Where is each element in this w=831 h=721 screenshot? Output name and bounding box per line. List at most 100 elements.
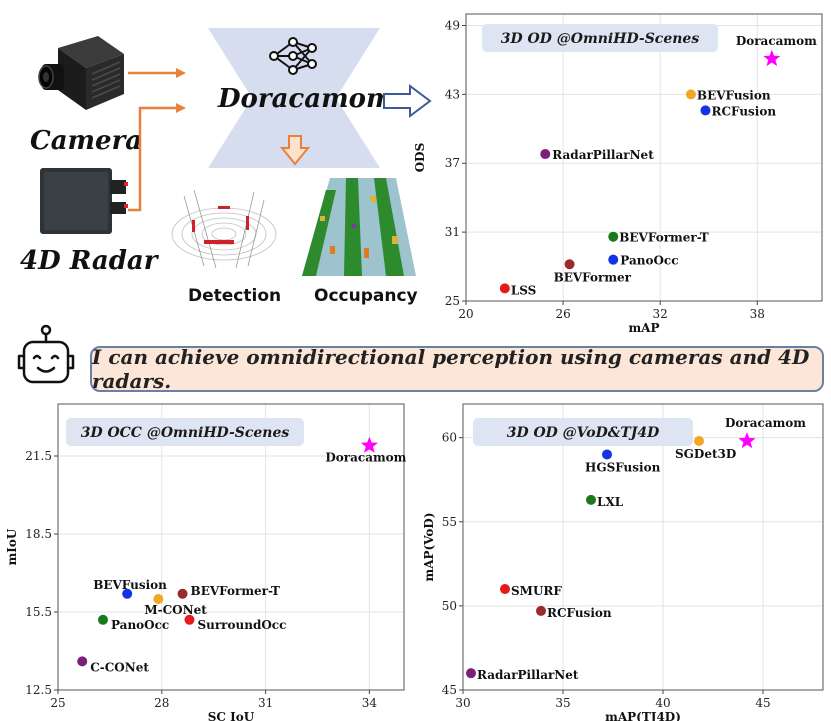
x-tick-label: 25: [50, 696, 65, 710]
point-label-panoocc: PanoOcc: [620, 254, 678, 268]
point-doracamom: [763, 49, 781, 67]
y-tick-label: 31: [445, 225, 460, 239]
point-label-radarpillarnet: RadarPillarNet: [477, 668, 579, 682]
plot-area: [57, 403, 405, 691]
point-panoocc: [608, 254, 619, 265]
point-label-hgsfusion: HGSFusion: [585, 460, 661, 474]
chart-title: 3D OCC @OmniHD-Scenes: [81, 425, 290, 441]
y-axis-label: ODS: [413, 143, 427, 173]
detection-label: Detection: [188, 286, 282, 306]
point-lss: [499, 283, 510, 294]
point-label-smurf: SMURF: [511, 584, 562, 598]
x-axis-label: mAP: [628, 321, 659, 335]
y-axis-label: mIoU: [5, 528, 19, 565]
y-tick-label: 45: [442, 683, 457, 697]
occupancy-label: Occupancy: [314, 286, 418, 306]
point-sgdet3d: [694, 436, 704, 447]
y-tick-label: 25: [445, 294, 460, 308]
point-label-bevformer-t: BEVFormer-T: [619, 231, 708, 245]
x-tick-label: 26: [555, 307, 570, 321]
point-panoocc: [97, 614, 108, 625]
x-tick-label: 32: [653, 307, 668, 321]
plot-area: [462, 403, 824, 691]
chart-title-box: [482, 24, 718, 52]
chart-title-box: [473, 418, 693, 446]
point-c-conet: [77, 656, 88, 667]
x-tick-label: 40: [655, 696, 670, 710]
x-tick-label: 35: [555, 696, 570, 710]
point-label-surroundocc: SurroundOcc: [197, 618, 286, 632]
chart-title: 3D OD @VoD&TJ4D: [507, 425, 660, 441]
y-tick-label: 15.5: [25, 605, 52, 619]
robot-icon: [17, 324, 75, 384]
point-label-bevformer: BEVFormer: [554, 270, 632, 284]
chart-od-vod-tj4d: 30 35 40 45 45 50 55 60 mAP(TJ4D) mAP(VoD) 3D OD @…: [422, 403, 824, 721]
point-doracamom: [738, 432, 756, 449]
x-axis-label: SC IoU: [208, 710, 255, 721]
point-label-doracamom: Doracamom: [736, 34, 817, 48]
point-label-sgdet3d: SGDet3D: [675, 447, 736, 461]
point-label-doracamom: Doracamom: [325, 451, 406, 465]
y-tick-label: 12.5: [25, 683, 52, 697]
point-label-doracamom: Doracamom: [725, 416, 806, 430]
point-bevformer-t: [608, 231, 619, 242]
occupancy-visual: [300, 176, 416, 276]
y-tick-label: 49: [445, 18, 460, 32]
chart-od-omnihd: 20 26 32 38 25 31 37 43 49 mAP ODS 3D OD @OmniHD-Sc…: [413, 13, 823, 335]
y-tick-label: 60: [442, 431, 457, 445]
x-tick-label: 30: [455, 696, 470, 710]
y-tick-label: 43: [445, 87, 460, 101]
radar-label: 4D Radar: [20, 246, 158, 276]
model-block: [208, 28, 380, 168]
x-axis-label: mAP(TJ4D): [605, 710, 681, 721]
camera-icon: [38, 36, 124, 110]
y-tick-label: 55: [442, 515, 457, 529]
x-tick-label: 45: [755, 696, 770, 710]
output-arrow-right: [383, 84, 432, 118]
input-arrows: [128, 68, 186, 212]
y-axis-label: mAP(VoD): [422, 512, 436, 581]
point-label-panoocc: PanoOcc: [111, 618, 169, 632]
camera-label: Camera: [30, 126, 143, 156]
point-radarpillarnet: [540, 149, 551, 160]
point-hgsfusion: [602, 449, 612, 460]
point-label-bevfusion: BEVFusion: [93, 578, 167, 592]
plot-border: [465, 13, 823, 302]
point-label-rcfusion: RCFusion: [711, 104, 776, 118]
plot-border: [462, 403, 824, 691]
x-tick-label: 31: [258, 696, 273, 710]
output-arrow-down: [280, 135, 310, 166]
y-tick-label: 21.5: [25, 449, 52, 463]
perception-banner: I can achieve omnidirectional perception…: [90, 345, 824, 393]
point-radarpillarnet: [466, 668, 476, 679]
point-rcfusion: [536, 605, 546, 616]
y-tick-label: 18.5: [25, 527, 52, 541]
y-tick-label: 50: [442, 599, 457, 613]
point-doracamom: [360, 436, 378, 453]
point-label-lxl: LXL: [597, 495, 624, 509]
point-label-radarpillarnet: RadarPillarNet: [552, 148, 654, 162]
x-tick-label: 28: [154, 696, 169, 710]
point-bevfusion: [122, 588, 133, 599]
point-lxl: [586, 494, 596, 505]
point-smurf: [500, 584, 510, 595]
chart-title: 3D OD @OmniHD-Scenes: [501, 31, 700, 47]
point-label-m-conet: M-CONet: [144, 603, 207, 617]
point-m-conet: [153, 594, 164, 604]
point-label-bevformer-t: BEVFormer-T: [191, 584, 280, 598]
point-surroundocc: [184, 614, 195, 625]
point-bevformer: [564, 259, 575, 270]
x-tick-label: 20: [458, 307, 473, 321]
point-rcfusion: [700, 105, 711, 116]
plot-border: [57, 403, 405, 691]
chart-title-box: [66, 418, 304, 446]
y-tick-label: 37: [445, 156, 460, 170]
x-tick-label: 34: [362, 696, 378, 710]
chart-occ-omnihd: 25 28 31 34 12.5 15.5 18.5 21.5 SC IoU mIoU 3D OCC…: [5, 403, 407, 721]
point-label-bevfusion: BEVFusion: [697, 88, 771, 102]
radar-icon: [40, 168, 128, 234]
point-label-c-conet: C-CONet: [90, 660, 149, 674]
point-bevformer-t: [177, 588, 188, 599]
neural-network-icon: [269, 37, 317, 75]
model-name: Doracamom: [218, 84, 394, 114]
